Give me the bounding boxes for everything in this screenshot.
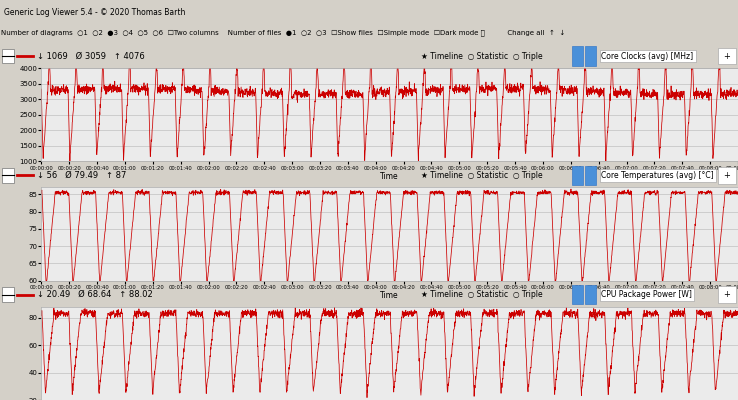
FancyBboxPatch shape: [585, 46, 596, 66]
Text: CPU Package Power [W]: CPU Package Power [W]: [601, 290, 692, 299]
FancyBboxPatch shape: [2, 49, 14, 63]
FancyBboxPatch shape: [572, 285, 583, 304]
X-axis label: Time: Time: [380, 172, 399, 181]
Text: Number of diagrams  ○1  ○2  ●3  ○4  ○5  ○6  ☐Two columns    Number of files  ●1 : Number of diagrams ○1 ○2 ●3 ○4 ○5 ○6 ☐Tw…: [1, 30, 566, 36]
FancyBboxPatch shape: [718, 48, 736, 64]
FancyBboxPatch shape: [718, 167, 736, 184]
FancyBboxPatch shape: [2, 288, 14, 302]
Text: ★ Timeline  ○ Statistic  ○ Triple: ★ Timeline ○ Statistic ○ Triple: [421, 290, 542, 299]
FancyBboxPatch shape: [572, 166, 583, 185]
Text: +: +: [723, 290, 731, 299]
Text: ↓ 56   Ø 79.49   ↑ 87: ↓ 56 Ø 79.49 ↑ 87: [37, 171, 126, 180]
Text: +: +: [723, 52, 731, 60]
Text: ↓ 20.49   Ø 68.64   ↑ 88.02: ↓ 20.49 Ø 68.64 ↑ 88.02: [37, 290, 153, 299]
Text: ★ Timeline  ○ Statistic  ○ Triple: ★ Timeline ○ Statistic ○ Triple: [421, 52, 542, 60]
FancyBboxPatch shape: [585, 285, 596, 304]
FancyBboxPatch shape: [572, 46, 583, 66]
Text: ★ Timeline  ○ Statistic  ○ Triple: ★ Timeline ○ Statistic ○ Triple: [421, 171, 542, 180]
Text: ↓ 1069   Ø 3059   ↑ 4076: ↓ 1069 Ø 3059 ↑ 4076: [37, 52, 145, 60]
X-axis label: Time: Time: [380, 291, 399, 300]
FancyBboxPatch shape: [2, 168, 14, 182]
Text: +: +: [723, 171, 731, 180]
FancyBboxPatch shape: [718, 286, 736, 303]
Text: Core Clocks (avg) [MHz]: Core Clocks (avg) [MHz]: [601, 52, 694, 60]
Text: Core Temperatures (avg) [°C]: Core Temperatures (avg) [°C]: [601, 171, 714, 180]
Text: Generic Log Viewer 5.4 - © 2020 Thomas Barth: Generic Log Viewer 5.4 - © 2020 Thomas B…: [4, 8, 185, 17]
FancyBboxPatch shape: [585, 166, 596, 185]
